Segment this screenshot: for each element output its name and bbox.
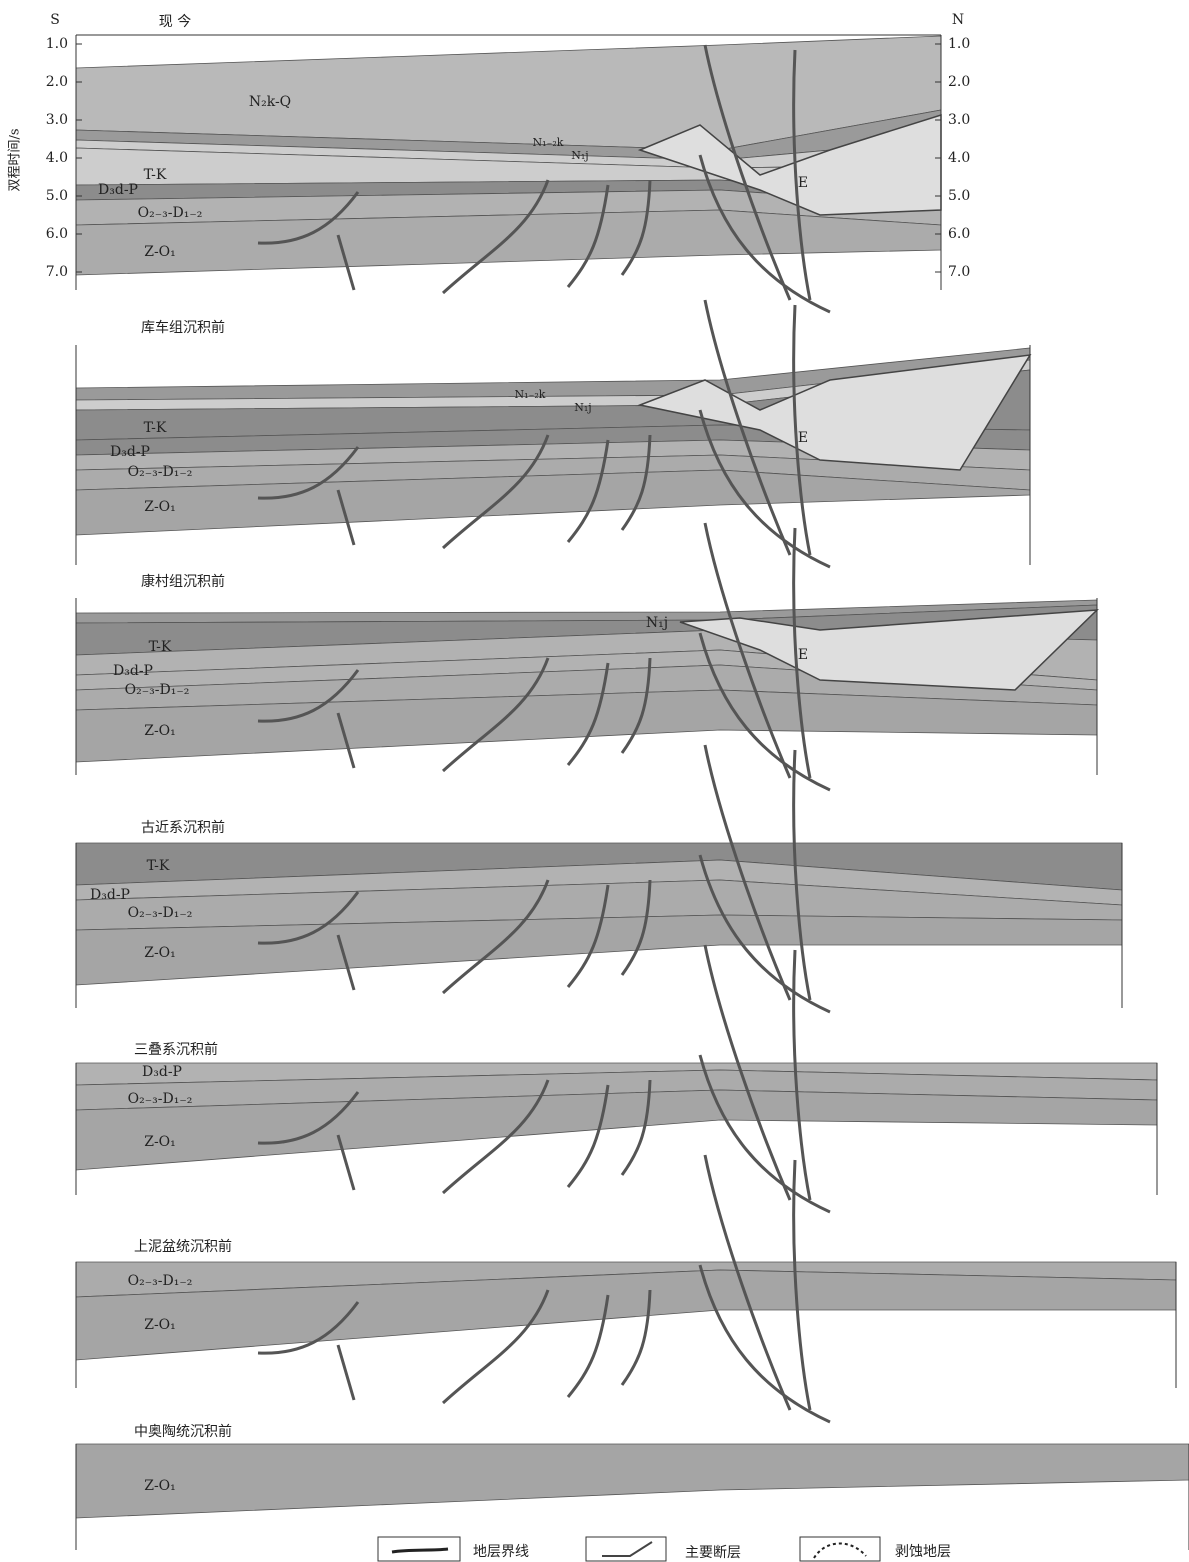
- legend: 地层界线 主要断层 剥蚀地层: [378, 1537, 951, 1561]
- unit-label: O₂₋₃-D₁₋₂: [125, 682, 190, 698]
- panel-title: 康村组沉积前: [141, 573, 225, 590]
- unit-label: Z-O₁: [144, 499, 176, 515]
- unit-label: D₃d-P: [110, 444, 150, 460]
- y-tick-label: 6.0: [46, 226, 68, 242]
- unit-label: N₁₋₂k: [533, 136, 564, 149]
- y-tick-label: 5.0: [46, 188, 68, 204]
- axis-label: 双程时间/s: [8, 128, 23, 191]
- unit-label: Z-O₁: [144, 244, 176, 260]
- y-tick-label: 4.0: [46, 150, 68, 166]
- panel-title: 库车组沉积前: [141, 319, 225, 336]
- y-tick-label: 2.0: [948, 74, 970, 90]
- unit-label: N₁₋₂k: [515, 388, 546, 401]
- unit-label: Z-O₁: [144, 723, 176, 739]
- unit-label: Z-O₁: [144, 945, 176, 961]
- unit-label: E: [798, 175, 808, 191]
- unit-label: D₃d-P: [113, 663, 153, 679]
- unit-label: T-K: [144, 167, 167, 183]
- unit-label: O₂₋₃-D₁₋₂: [128, 1091, 193, 1107]
- south-label: S: [50, 12, 60, 28]
- y-tick-label: 4.0: [948, 150, 970, 166]
- unit-label: O₂₋₃-D₁₋₂: [128, 464, 193, 480]
- legend-text: 剥蚀地层: [895, 1544, 951, 1560]
- panel-title: 古近系沉积前: [141, 819, 225, 836]
- panel-title: 现 今: [159, 14, 191, 30]
- unit-label: D₃d-P: [142, 1064, 182, 1080]
- legend-box: [800, 1537, 880, 1561]
- legend-text: 主要断层: [685, 1545, 741, 1561]
- panel-title: 上泥盆统沉积前: [134, 1238, 232, 1255]
- fault: [338, 1345, 354, 1400]
- strata-layer: [76, 1444, 1189, 1518]
- y-tick-label: 6.0: [948, 226, 970, 242]
- unit-label: N₂k-Q: [249, 94, 291, 110]
- unit-label: T-K: [144, 420, 167, 436]
- unit-label: T-K: [147, 858, 170, 874]
- unit-label: Z-O₁: [144, 1317, 176, 1333]
- legend-box: [586, 1537, 666, 1561]
- y-tick-label: 3.0: [948, 112, 970, 128]
- panel-title: 中奥陶统沉积前: [134, 1423, 232, 1440]
- y-tick-label: 7.0: [46, 264, 68, 280]
- strata-layer: [76, 36, 941, 150]
- unit-label: N₁j: [571, 149, 588, 162]
- unit-label: D₃d-P: [90, 887, 130, 903]
- unit-label: D₃d-P: [98, 182, 138, 198]
- unit-label: O₂₋₃-D₁₋₂: [138, 205, 203, 221]
- unit-label: E: [798, 647, 808, 663]
- y-tick-label: 1.0: [948, 36, 970, 52]
- unit-label: N₁j: [646, 615, 668, 631]
- y-tick-label: 2.0: [46, 74, 68, 90]
- unit-label: T-K: [149, 639, 172, 655]
- north-label: N: [952, 12, 964, 28]
- y-tick-label: 1.0: [46, 36, 68, 52]
- y-tick-label: 7.0: [948, 264, 970, 280]
- cross-section-figure: S 现 今 N 双程时间/s N₂k-QN₁₋₂kN₁jT-KED₃d-PO₂₋…: [0, 0, 1189, 1562]
- y-tick-label: 3.0: [46, 112, 68, 128]
- unit-label: O₂₋₃-D₁₋₂: [128, 905, 193, 921]
- geology: [76, 35, 1189, 1550]
- unit-label: Z-O₁: [144, 1134, 176, 1150]
- unit-label: O₂₋₃-D₁₋₂: [128, 1273, 193, 1289]
- legend-text: 地层界线: [473, 1544, 529, 1560]
- unit-label: E: [798, 430, 808, 446]
- unit-label: N₁j: [574, 401, 591, 414]
- unit-label: Z-O₁: [144, 1478, 176, 1494]
- y-tick-label: 5.0: [948, 188, 970, 204]
- panel-title: 三叠系沉积前: [134, 1041, 218, 1058]
